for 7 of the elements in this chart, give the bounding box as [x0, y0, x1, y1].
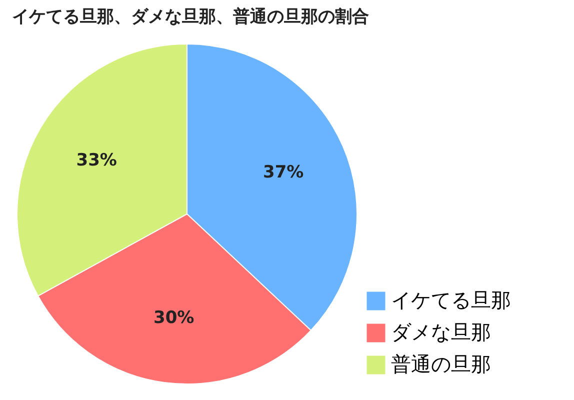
legend-label: イケてる旦那 — [391, 288, 511, 312]
legend-label: 普通の旦那 — [391, 352, 491, 376]
data-label: 37% — [263, 162, 304, 182]
chart-title: イケてる旦那、ダメな旦那、普通の旦那の割合 — [12, 6, 369, 27]
data-label: 33% — [76, 150, 117, 171]
data-label: 30% — [153, 308, 194, 328]
legend-label: ダメな旦那 — [391, 320, 491, 344]
